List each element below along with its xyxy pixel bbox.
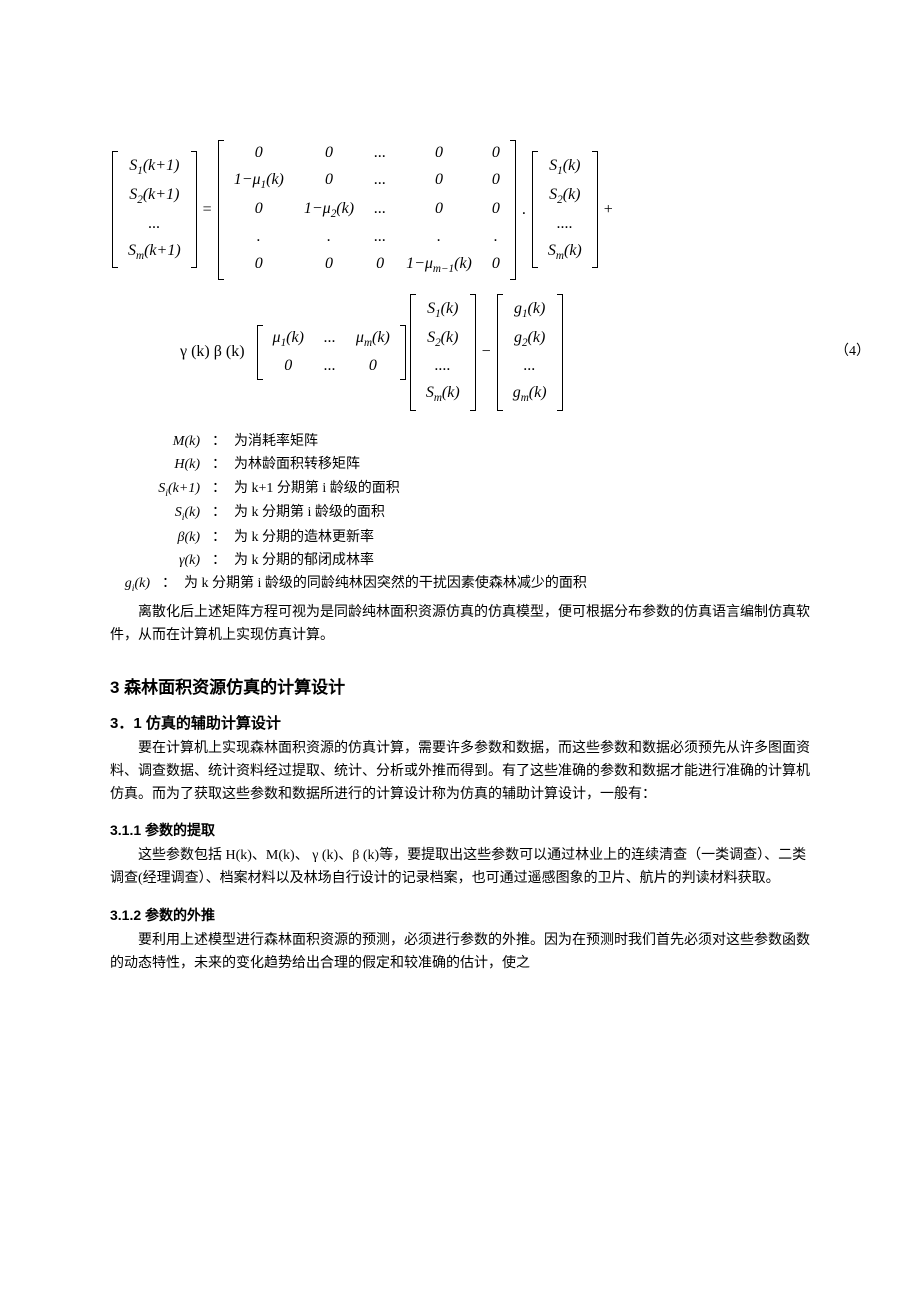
page: S1(k+1)S2(k+1)...Sm(k+1) = 00...001−μ1(k… xyxy=(0,0,920,1302)
definition-text: 为林龄面积转移矩阵 xyxy=(234,454,810,476)
definition-text: 为消耗率矩阵 xyxy=(234,431,810,453)
mu-matrix: μ1(k)...μm(k)0...0 xyxy=(257,325,406,381)
definition-symbol: Si(k+1) xyxy=(110,478,204,501)
definition-symbol: β(k) xyxy=(110,527,204,549)
definition-text: 为 k 分期的造林更新率 xyxy=(234,527,810,549)
definition-row: γ(k)：为 k 分期的郁闭成林率 xyxy=(110,550,810,572)
definition-row: M(k)：为消耗率矩阵 xyxy=(110,431,810,453)
section-3-1-1-heading: 3.1.1 参数的提取 xyxy=(110,820,810,840)
s-vector-2: S1(k)S2(k)....Sm(k) xyxy=(410,294,476,411)
definition-text: 为 k 分期的郁闭成林率 xyxy=(234,550,810,572)
definition-text: 为 k 分期第 i 龄级的同龄纯林因突然的干扰因素使森林减少的面积 xyxy=(184,573,810,596)
definition-symbol: γ(k) xyxy=(110,550,204,572)
definition-row: H(k)：为林龄面积转移矩阵 xyxy=(110,454,810,476)
definition-row: gi(k)：为 k 分期第 i 龄级的同龄纯林因突然的干扰因素使森林减少的面积 xyxy=(60,573,810,596)
definition-symbol: H(k) xyxy=(110,454,204,476)
discretization-paragraph: 离散化后上述矩阵方程可视为是同龄纯林面积资源仿真的仿真模型，便可根据分布参数的仿… xyxy=(110,601,810,647)
eq-row-1: S1(k+1)S2(k+1)...Sm(k+1) = 00...001−μ1(k… xyxy=(110,140,810,280)
section-3-1-1-paragraph: 这些参数包括 H(k)、M(k)、 γ (k)、β (k)等，要提取出这些参数可… xyxy=(110,844,810,890)
definition-row: Si(k)：为 k 分期第 i 龄级的面积 xyxy=(110,502,810,525)
definition-text: 为 k 分期第 i 龄级的面积 xyxy=(234,502,810,525)
definition-colon: ： xyxy=(204,527,234,549)
definition-colon: ： xyxy=(204,454,234,476)
section-3-heading: 3 森林面积资源仿真的计算设计 xyxy=(110,673,810,698)
g-vector: g1(k)g2(k)...gm(k) xyxy=(497,294,563,411)
definition-symbol: Si(k) xyxy=(110,502,204,525)
gamma-beta-prefix: γ (k) β (k) xyxy=(180,342,245,363)
definition-colon: ： xyxy=(204,478,234,501)
minus: − xyxy=(478,342,495,363)
definition-colon: ： xyxy=(204,550,234,572)
definition-colon: ： xyxy=(204,431,234,453)
transfer-matrix: 00...001−μ1(k)0...0001−μ2(k)...00.......… xyxy=(218,140,516,280)
eq-row-2: γ (k) β (k) μ1(k)...μm(k)0...0 S1(k)S2(k… xyxy=(180,294,810,411)
definition-symbol: M(k) xyxy=(110,431,204,453)
s-vector: S1(k)S2(k)....Sm(k) xyxy=(532,151,598,268)
section-3-1-paragraph: 要在计算机上实现森林面积资源的仿真计算，需要许多参数和数据，而这些参数和数据必须… xyxy=(110,737,810,806)
plus: + xyxy=(600,200,617,221)
section-3-1-2-paragraph: 要利用上述模型进行森林面积资源的预测，必须进行参数的外推。因为在预测时我们首先必… xyxy=(110,929,810,975)
dot: . xyxy=(518,200,530,221)
definition-symbol: gi(k) xyxy=(60,573,154,596)
section-3-1-2-heading: 3.1.2 参数的外推 xyxy=(110,905,810,925)
left-vector: S1(k+1)S2(k+1)...Sm(k+1) xyxy=(112,151,197,268)
definition-colon: ： xyxy=(204,502,234,525)
equation-block: S1(k+1)S2(k+1)...Sm(k+1) = 00...001−μ1(k… xyxy=(110,140,810,411)
definition-colon: ： xyxy=(154,573,184,596)
definition-row: β(k)：为 k 分期的造林更新率 xyxy=(110,527,810,549)
section-3-1-heading: 3．1 仿真的辅助计算设计 xyxy=(110,712,810,733)
equation-number: （4） xyxy=(835,343,870,361)
definition-text: 为 k+1 分期第 i 龄级的面积 xyxy=(234,478,810,501)
equals: = xyxy=(199,200,216,221)
definitions: M(k)：为消耗率矩阵H(k)：为林龄面积转移矩阵Si(k+1)：为 k+1 分… xyxy=(110,431,810,597)
definition-row: Si(k+1)：为 k+1 分期第 i 龄级的面积 xyxy=(110,478,810,501)
